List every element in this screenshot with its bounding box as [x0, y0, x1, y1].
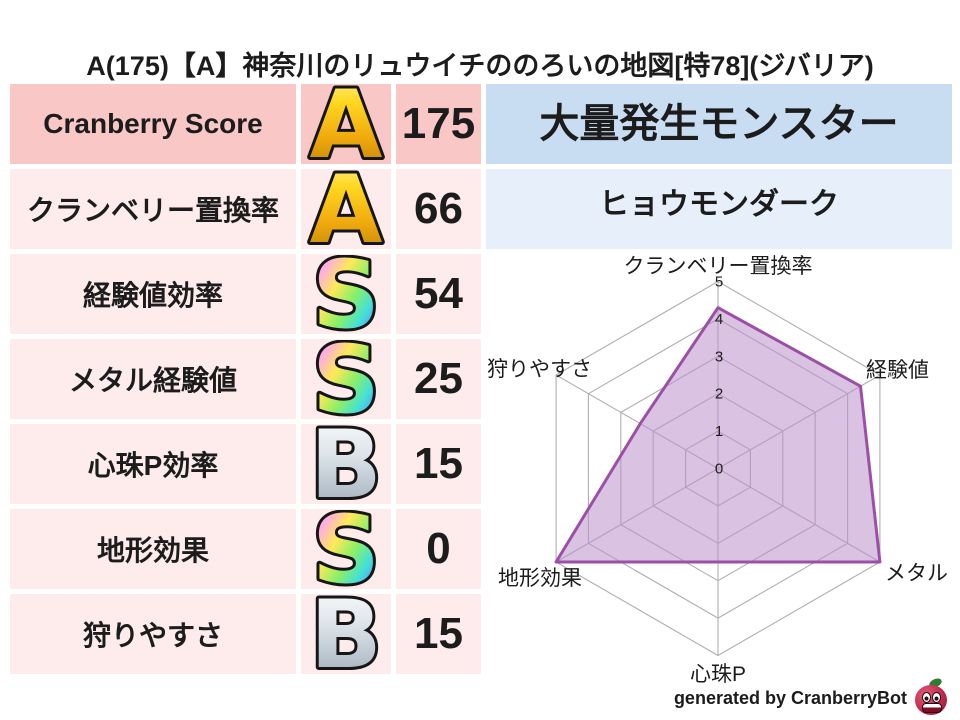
radar-tick-label: 3: [715, 348, 723, 365]
radar-tick-label: 5: [715, 274, 723, 291]
stat-value: 15: [396, 424, 481, 504]
stat-label: 狩りやすさ: [10, 594, 296, 674]
radar-tick-label: 1: [715, 423, 723, 440]
radar-axis-label: 経験値: [866, 359, 929, 382]
credit-text: generated by CranberryBot: [673, 687, 907, 708]
radar-tick-label: 4: [715, 311, 723, 328]
rank-letter-icon: S: [301, 254, 391, 334]
radar-tick-label: 0: [715, 461, 723, 478]
stat-value: 66: [396, 169, 481, 249]
monster-name: ヒョウモンダーク: [486, 169, 952, 249]
rank-letter-icon: S: [301, 509, 391, 589]
svg-text:A: A: [310, 170, 383, 248]
svg-text:A: A: [310, 85, 383, 163]
radar-axis-label: クランベリー置換率: [624, 255, 813, 278]
svg-text:S: S: [312, 340, 380, 418]
page-title: A(175)【A】神奈川のリュウイチののろいの地図[特78](ジバリア): [86, 51, 874, 81]
stat-value: 54: [396, 254, 481, 334]
rank-letter-icon: B: [301, 424, 391, 504]
monster-panel-header: 大量発生モンスター: [486, 84, 952, 164]
stat-label: 地形効果: [10, 509, 296, 589]
stats-table: Cranberry Score A 175 クランベリー置換率 A 66 経験値…: [10, 84, 481, 674]
svg-text:B: B: [310, 595, 382, 673]
stat-label: メタル経験値: [10, 339, 296, 419]
cranberry-mascot-icon: [912, 676, 952, 717]
stat-label: Cranberry Score: [10, 84, 296, 164]
rank-letter-icon: A: [301, 84, 391, 164]
stat-label: 心珠P効率: [10, 424, 296, 504]
stat-label: クランベリー置換率: [10, 169, 296, 249]
stat-value: 175: [396, 84, 481, 164]
stat-label: 経験値効率: [10, 254, 296, 334]
rank-letter-icon: S: [301, 339, 391, 419]
rank-letter-icon: B: [301, 594, 391, 674]
radar-tick-label: 2: [715, 386, 723, 403]
svg-text:S: S: [312, 510, 380, 588]
radar-axis-label: 心珠P: [690, 663, 746, 686]
stat-value: 0: [396, 509, 481, 589]
stat-value: 25: [396, 339, 481, 419]
stat-value: 15: [396, 594, 481, 674]
svg-text:B: B: [310, 425, 382, 503]
svg-text:S: S: [312, 255, 380, 333]
radar-data-polygon: [554, 306, 882, 564]
radar-axis-label: メタル: [885, 562, 948, 585]
rank-letter-icon: A: [301, 169, 391, 249]
credit-footer: generated by CranberryBot: [673, 676, 952, 717]
radar-axis-label: 地形効果: [498, 567, 582, 590]
radar-axis-label: 狩りやすさ: [487, 358, 592, 381]
